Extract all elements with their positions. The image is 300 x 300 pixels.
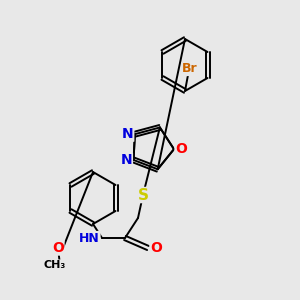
Text: N: N: [122, 127, 134, 141]
Text: N: N: [121, 153, 132, 167]
Text: Br: Br: [182, 62, 198, 76]
Text: O: O: [52, 241, 64, 255]
Text: S: S: [137, 188, 148, 202]
Text: O: O: [150, 241, 162, 255]
Text: O: O: [175, 142, 187, 156]
Text: CH₃: CH₃: [44, 260, 66, 270]
Text: HN: HN: [79, 232, 100, 244]
